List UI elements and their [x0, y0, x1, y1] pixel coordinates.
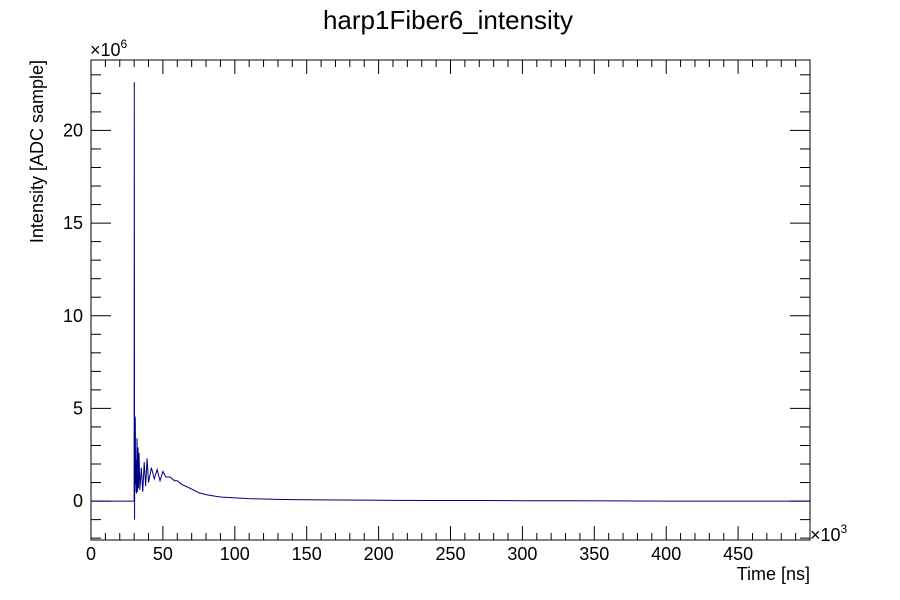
x-tick-label: 0: [86, 544, 96, 564]
x-multiplier: ×103: [810, 522, 848, 545]
y-tick-label: 15: [63, 213, 83, 233]
x-tick-label: 350: [579, 544, 609, 564]
series-line-0: [91, 82, 810, 520]
y-multiplier: ×106: [90, 37, 128, 60]
y-tick-label: 5: [73, 398, 83, 418]
y-tick-label: 10: [63, 306, 83, 326]
x-tick-label: 300: [507, 544, 537, 564]
y-tick-label: 0: [73, 491, 83, 511]
x-tick-label: 50: [153, 544, 173, 564]
chart-title: harp1Fiber6_intensity: [323, 5, 573, 35]
x-tick-label: 450: [723, 544, 753, 564]
x-tick-label: 400: [651, 544, 681, 564]
y-axis-label: Intensity [ADC sample]: [27, 60, 47, 243]
plot-frame: [90, 59, 811, 541]
x-tick-label: 250: [435, 544, 465, 564]
x-tick-label: 100: [220, 544, 250, 564]
x-tick-label: 200: [364, 544, 394, 564]
y-tick-label: 20: [63, 120, 83, 140]
x-tick-label: 150: [292, 544, 322, 564]
x-axis-label: Time [ns]: [737, 564, 810, 584]
